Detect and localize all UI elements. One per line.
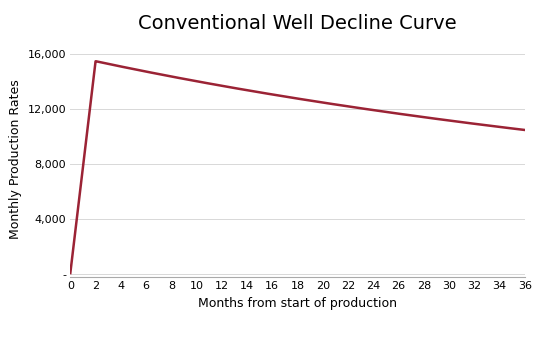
Title: Conventional Well Decline Curve: Conventional Well Decline Curve	[138, 15, 457, 33]
Y-axis label: Monthly Production Rates: Monthly Production Rates	[9, 79, 22, 239]
X-axis label: Months from start of production: Months from start of production	[198, 297, 397, 310]
